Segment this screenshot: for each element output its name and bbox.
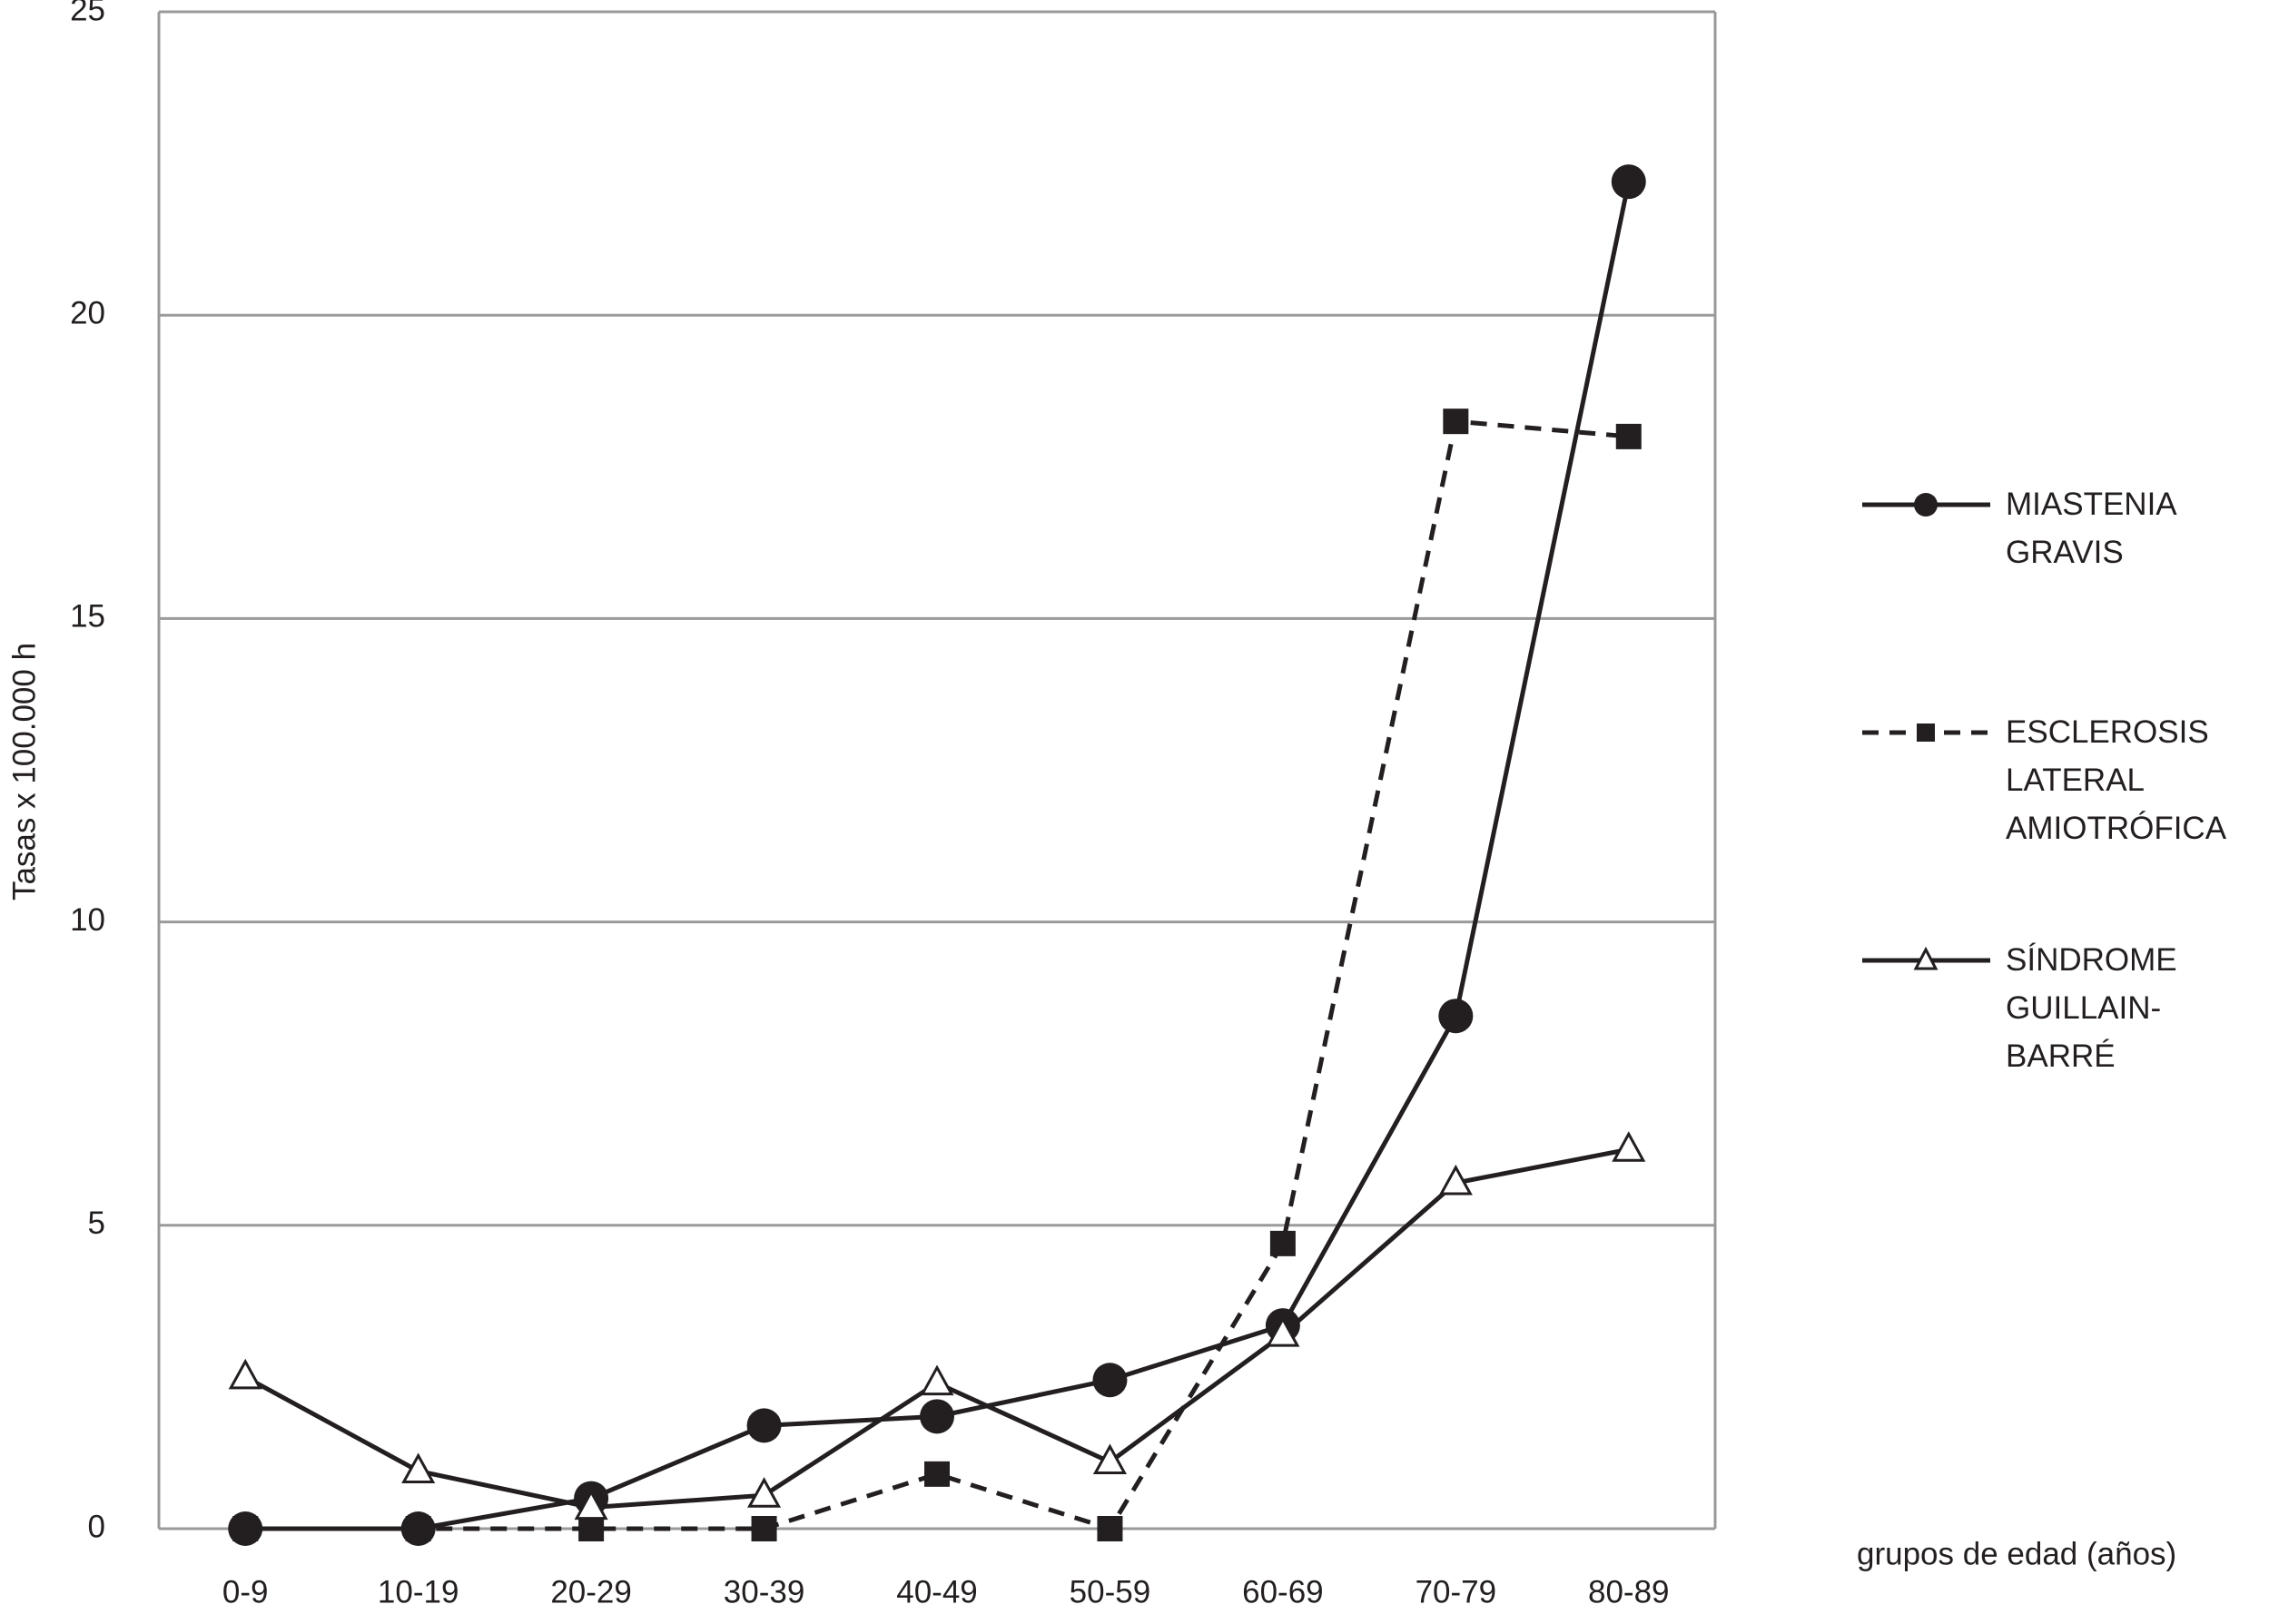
series-line — [245, 418, 1629, 1531]
x-tick-label: 70-79 — [1416, 1574, 1497, 1609]
x-tick-label: 50-59 — [1070, 1574, 1151, 1609]
x-tick-label: 80-89 — [1588, 1574, 1670, 1609]
y-tick-label: 5 — [88, 1206, 105, 1241]
data-point — [1097, 1516, 1123, 1541]
legend-marker — [1914, 493, 1938, 517]
x-axis-label: grupos de edad (años) — [1857, 1536, 2176, 1571]
data-point — [1615, 423, 1642, 449]
y-tick-label: 0 — [88, 1509, 105, 1544]
x-tick-label: 40-49 — [896, 1574, 978, 1609]
y-axis-label: Tasas x 100.000 h — [6, 643, 42, 901]
x-tick-label: 20-29 — [550, 1574, 632, 1609]
x-tick-label: 30-39 — [724, 1574, 805, 1609]
data-point — [1611, 164, 1646, 200]
data-point — [578, 1516, 605, 1541]
x-tick-label: 10-19 — [378, 1574, 459, 1609]
legend-marker — [1917, 723, 1935, 742]
x-tick-label: 0-9 — [222, 1574, 269, 1609]
data-point — [1092, 1443, 1127, 1474]
legend-marker — [1913, 946, 1939, 970]
y-tick-label: 20 — [70, 295, 105, 330]
x-tick-label: 60-69 — [1242, 1574, 1324, 1609]
data-point — [920, 1364, 954, 1396]
data-point — [746, 1408, 782, 1443]
data-point — [228, 1358, 262, 1390]
data-point — [232, 1516, 259, 1541]
legend-label: MIASTENIA GRAVIS — [2006, 487, 2175, 570]
y-tick-label: 25 — [70, 0, 105, 27]
data-point — [920, 1399, 954, 1434]
legend-label: SÍNDROME GUILLAIN-BARRÉ — [2006, 942, 2177, 1074]
data-point — [1438, 1164, 1473, 1196]
data-point — [1092, 1363, 1128, 1398]
series-line — [245, 181, 1632, 1531]
legend-label: ESCLEROSIS LATERAL AMIOTRÓFICA — [2006, 714, 2227, 846]
data-point — [1269, 1230, 1296, 1256]
y-tick-label: 10 — [70, 902, 105, 938]
data-point — [1443, 408, 1469, 435]
data-point — [1612, 1131, 1646, 1162]
data-point — [747, 1477, 782, 1508]
series-line — [244, 1147, 1630, 1511]
data-point — [924, 1461, 950, 1487]
data-point — [1438, 999, 1474, 1034]
data-point — [1266, 1316, 1300, 1347]
data-point — [401, 1452, 436, 1483]
y-tick-label: 15 — [70, 599, 105, 635]
data-point — [751, 1516, 777, 1541]
data-point — [574, 1489, 608, 1521]
data-point — [405, 1516, 431, 1541]
